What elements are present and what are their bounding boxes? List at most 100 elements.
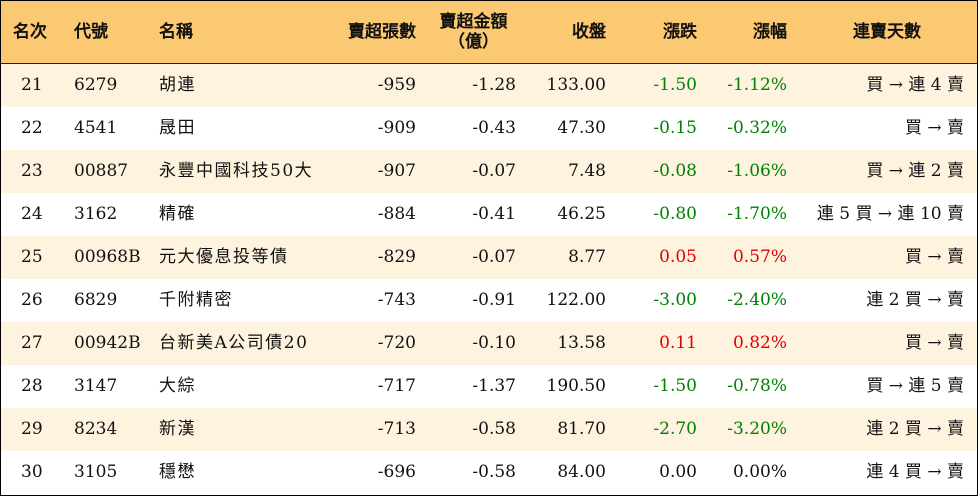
net-sell-amount-cell: -0.07	[472, 247, 516, 267]
net-sell-lots-cell: -717	[377, 376, 416, 396]
net-sell-lots-cell: -720	[377, 333, 416, 353]
table-row: 21 6279 胡連 -959 -1.28 133.00 -1.50 -1.12% 買 → 連 …	[1, 64, 977, 107]
code-cell: 3162	[74, 204, 118, 224]
change-cell: -3.00	[653, 290, 697, 310]
net-sell-amount-cell: -0.43	[472, 118, 516, 138]
net-sell-lots-cell: -829	[377, 247, 416, 267]
change-pct-cell: 0.57%	[732, 247, 787, 267]
change-cell: -2.70	[653, 419, 697, 439]
name-cell: 永豐中國科技50大	[159, 161, 314, 181]
close-cell: 13.58	[557, 333, 606, 353]
code-cell: 00887	[74, 161, 129, 181]
close-cell: 133.00	[546, 75, 606, 95]
net-sell-lots-cell: -909	[377, 118, 416, 138]
rank-cell: 26	[21, 290, 43, 310]
close-cell: 7.48	[568, 161, 606, 181]
consecutive-days-cell: 連 2 買 → 賣	[866, 419, 964, 439]
name-cell: 元大優息投等債	[159, 247, 289, 267]
rank-cell: 22	[21, 118, 43, 138]
table-row: 28 3147 大綜 -717 -1.37 190.50 -1.50 -0.78% 買 → 連 …	[1, 365, 977, 408]
consecutive-days-cell: 買 → 賣	[904, 118, 964, 138]
table-row: 29 8234 新漢 -713 -0.58 81.70 -2.70 -3.20% 連 2 買 →…	[1, 408, 977, 451]
rank-cell: 27	[21, 333, 43, 353]
consecutive-days-cell: 買 → 連 5 賣	[866, 376, 964, 396]
net-sell-lots-cell: -884	[377, 204, 416, 224]
header-consecutive-days: 連賣天數	[853, 22, 921, 42]
header-net-sell-amount-line2: （億）	[448, 32, 499, 52]
net-sell-amount-cell: -0.10	[472, 333, 516, 353]
close-cell: 81.70	[557, 419, 606, 439]
rank-cell: 25	[21, 247, 43, 267]
code-cell: 6829	[74, 290, 118, 310]
table-header: 名次 代號 名稱 賣超張數 賣超金額 （億） 收盤 漲跌 漲幅 連賣天數	[1, 1, 977, 64]
code-cell: 3147	[74, 376, 118, 396]
header-change: 漲跌	[663, 22, 697, 42]
change-pct-cell: -3.20%	[727, 419, 787, 439]
code-cell: 4541	[74, 118, 118, 138]
change-pct-cell: -0.78%	[727, 376, 787, 396]
change-cell: -1.50	[653, 75, 697, 95]
change-cell: -0.15	[653, 118, 697, 138]
change-pct-cell: -1.06%	[727, 161, 787, 181]
rank-cell: 23	[21, 161, 43, 181]
net-sell-amount-cell: -0.91	[472, 290, 516, 310]
change-pct-cell: -1.12%	[727, 75, 787, 95]
change-cell: -1.50	[653, 376, 697, 396]
close-cell: 190.50	[546, 376, 606, 396]
change-cell: -0.08	[653, 161, 697, 181]
net-sell-lots-cell: -959	[377, 75, 416, 95]
code-cell: 00942B	[74, 333, 141, 353]
rank-cell: 24	[21, 204, 43, 224]
close-cell: 46.25	[557, 204, 606, 224]
header-net-sell-amount-line1: 賣超金額	[439, 12, 508, 32]
rank-cell: 30	[21, 462, 43, 482]
header-rank: 名次	[13, 22, 47, 42]
header-close: 收盤	[572, 22, 606, 42]
net-sell-lots-cell: -907	[377, 161, 416, 181]
close-cell: 8.77	[568, 247, 606, 267]
rank-cell: 29	[21, 419, 43, 439]
change-pct-cell: 0.82%	[732, 333, 787, 353]
change-pct-cell: -1.70%	[727, 204, 787, 224]
code-cell: 8234	[74, 419, 118, 439]
name-cell: 台新美A公司債20	[159, 333, 309, 353]
table-row: 24 3162 精確 -884 -0.41 46.25 -0.80 -1.70% 連 5 買 →…	[1, 193, 977, 236]
table-row: 25 00968B 元大優息投等債 -829 -0.07 8.77 0.05 0.57% 買 →…	[1, 236, 977, 279]
net-sell-amount-cell: -0.41	[472, 204, 516, 224]
close-cell: 84.00	[557, 462, 606, 482]
consecutive-days-cell: 連 2 買 → 賣	[866, 290, 964, 310]
net-sell-lots-cell: -713	[377, 419, 416, 439]
change-pct-cell: 0.00%	[732, 462, 787, 482]
consecutive-days-cell: 連 5 買 → 連 10 賣	[816, 204, 964, 224]
code-cell: 6279	[74, 75, 118, 95]
consecutive-days-cell: 買 → 賣	[904, 333, 964, 353]
consecutive-days-cell: 買 → 賣	[904, 247, 964, 267]
name-cell: 千附精密	[159, 290, 233, 310]
header-name: 名稱	[159, 22, 193, 42]
name-cell: 胡連	[159, 75, 196, 95]
net-sell-amount-cell: -0.58	[472, 419, 516, 439]
change-pct-cell: -0.32%	[727, 118, 787, 138]
header-net-sell-lots: 賣超張數	[348, 22, 416, 42]
name-cell: 穩懋	[159, 462, 196, 482]
net-sell-lots-cell: -743	[377, 290, 416, 310]
header-code: 代號	[74, 22, 108, 42]
close-cell: 47.30	[557, 118, 606, 138]
header-change-pct: 漲幅	[753, 22, 787, 42]
name-cell: 精確	[159, 204, 196, 224]
consecutive-days-cell: 連 4 買 → 賣	[866, 462, 964, 482]
header-net-sell-amount: 賣超金額 （億）	[426, 1, 521, 63]
net-sell-amount-cell: -0.58	[472, 462, 516, 482]
table-row: 30 3105 穩懋 -696 -0.58 84.00 0.00 0.00% 連 4 買 → 賣	[1, 451, 977, 494]
change-cell: 0.11	[659, 333, 697, 353]
name-cell: 晟田	[159, 118, 196, 138]
change-cell: 0.05	[659, 247, 697, 267]
code-cell: 3105	[74, 462, 118, 482]
rank-cell: 28	[21, 376, 43, 396]
table-row: 23 00887 永豐中國科技50大 -907 -0.07 7.48 -0.08 -1.06%…	[1, 150, 977, 193]
code-cell: 00968B	[74, 247, 141, 267]
rank-cell: 21	[21, 75, 43, 95]
close-cell: 122.00	[546, 290, 606, 310]
change-cell: -0.80	[653, 204, 697, 224]
